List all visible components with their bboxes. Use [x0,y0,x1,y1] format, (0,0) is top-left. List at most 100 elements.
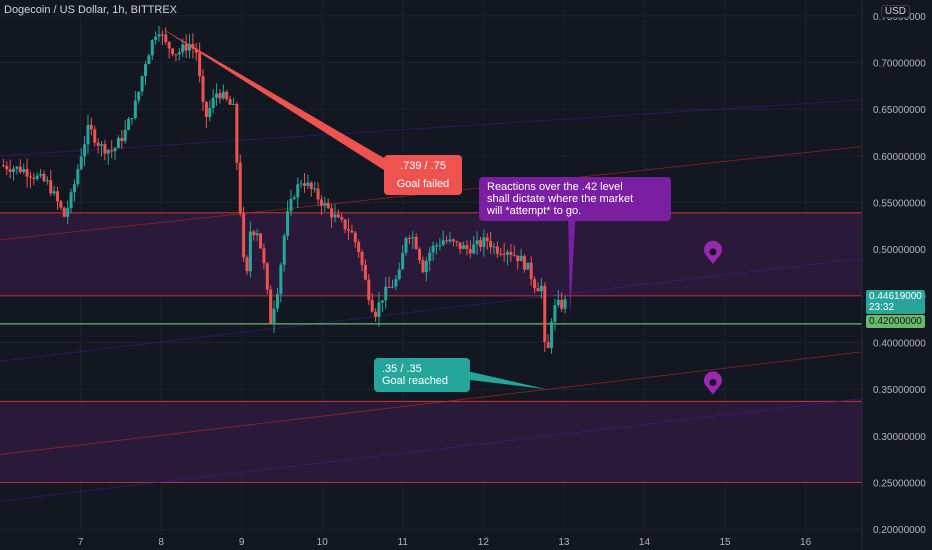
candle-body-128 [434,245,438,247]
candle-body-162 [550,321,554,349]
candle-body-73 [248,231,252,272]
candle-body-96 [326,202,330,209]
candle-body-14 [49,180,53,194]
candle-body-115 [390,286,394,288]
candle-body-142 [482,237,486,247]
candle-body-57 [194,48,198,53]
candle-body-82 [279,264,283,295]
candle-body-95 [323,202,327,206]
channel-line-1 [0,351,863,455]
candle-body-53 [181,44,185,53]
candle-body-148 [502,253,506,255]
candle-body-123 [418,248,422,261]
candle-body-28 [96,142,100,146]
candle-body-101 [343,219,347,230]
candle-body-62 [211,97,215,108]
pointer-goal-reached [454,368,547,390]
candle-body-39 [133,100,137,119]
candle-body-137 [465,245,469,250]
channel-line-3 [0,99,863,157]
annotation-reactions[interactable]: Reactions over the .42 level shall dicta… [479,177,671,221]
candle-body-130 [441,240,445,246]
candle-body-94 [319,199,323,206]
candle-body-155 [526,262,530,270]
candle-body-160 [543,285,547,343]
candle-body-8 [28,176,32,178]
currency-button[interactable]: USD [880,5,910,18]
candle-body-18 [62,207,66,217]
candle-body-22 [76,169,80,185]
candle-body-143 [485,237,489,241]
candle-body-138 [468,249,472,254]
candle-body-20 [69,192,73,209]
candle-body-12 [42,173,46,181]
annotation-goal-reached-line1: .35 / .35 [382,363,422,375]
pin-marker-hole-1 [709,379,717,387]
candle-body-5 [18,166,22,173]
candle-body-111 [377,302,381,317]
candle-body-44 [150,40,154,56]
candle-body-159 [539,285,543,292]
level-price-tag: 0.42000000 [866,315,925,328]
candle-body-109 [370,299,374,312]
candle-body-1 [5,165,9,170]
candle-body-163 [553,305,557,322]
candle-body-88 [299,183,303,185]
candle-body-150 [509,252,513,255]
candle-body-23 [79,156,83,170]
candle-body-65 [221,91,225,99]
candle-body-117 [397,269,401,280]
candle-body-107 [363,264,367,280]
candle-body-0 [1,165,5,167]
candle-body-102 [347,229,351,231]
candle-body-25 [86,124,90,145]
chart-title: Dogecoin / US Dollar, 1h, BITTREX [4,4,178,16]
candle-body-49 [167,41,171,49]
candle-body-42 [143,64,147,77]
y-tick-label-6: 0.50000000 [873,245,926,256]
candle-body-2 [8,169,12,172]
candle-body-135 [458,242,462,249]
candle-body-34 [116,138,120,149]
candle-body-56 [191,44,195,49]
candle-body-3 [12,168,16,172]
candle-body-66 [225,91,229,100]
candle-body-103 [350,230,354,233]
candle-body-74 [252,231,256,236]
candle-body-105 [357,242,361,253]
candle-body-91 [309,182,313,189]
candle-body-54 [184,44,188,51]
x-tick-label-5: 12 [478,537,490,548]
candle-body-124 [421,260,425,273]
candle-body-145 [492,246,496,248]
y-tick-label-0: 0.20000000 [873,525,926,536]
candle-body-166 [563,299,567,309]
candle-body-86 [292,197,296,199]
candle-body-48 [164,34,168,42]
candle-body-45 [154,36,158,41]
candle-body-63 [215,93,219,98]
channel-line-2 [0,258,863,362]
candle-body-149 [506,252,510,255]
x-tick-label-0: 7 [78,537,84,548]
candle-body-35 [120,138,124,142]
candle-body-146 [495,246,499,254]
candle-body-59 [201,76,205,102]
annotation-goal-failed[interactable]: .739 / .75 Goal failed [384,155,462,195]
candle-body-81 [275,294,279,309]
x-tick-label-7: 14 [639,537,651,548]
candle-body-129 [438,245,442,247]
candle-body-131 [445,240,449,242]
candle-body-157 [533,279,537,289]
candle-body-75 [255,233,259,236]
current-price-tag: 0.44619000 23:32 [866,290,925,314]
annotation-reactions-line3: will *attempt* to go. [487,205,582,217]
candle-body-51 [174,54,178,56]
candle-body-26 [89,124,93,130]
annotation-goal-reached[interactable]: .35 / .35 Goal reached [374,358,470,392]
candle-body-13 [45,180,49,182]
y-tick-label-2: 0.30000000 [873,432,926,443]
candle-body-127 [431,245,435,253]
candle-body-147 [499,253,503,255]
